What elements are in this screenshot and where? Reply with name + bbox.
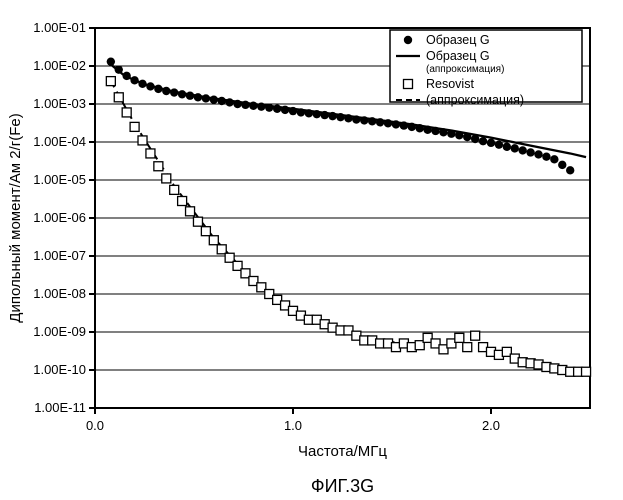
- svg-text:1.00E-11: 1.00E-11: [34, 400, 86, 415]
- svg-text:1.00E-01: 1.00E-01: [33, 20, 86, 35]
- svg-text:(аппроксимация): (аппроксимация): [426, 64, 504, 75]
- svg-text:1.00E-02: 1.00E-02: [33, 58, 86, 73]
- svg-text:2.0: 2.0: [482, 418, 500, 433]
- svg-text:0.0: 0.0: [86, 418, 104, 433]
- svg-text:1.00E-04: 1.00E-04: [33, 134, 86, 149]
- svg-text:Частота/МГц: Частота/МГц: [298, 443, 387, 460]
- svg-text:Resovist: Resovist: [426, 77, 474, 91]
- svg-text:1.0: 1.0: [284, 418, 302, 433]
- svg-text:ФИГ.3G: ФИГ.3G: [311, 476, 374, 496]
- svg-text:(аппроксимация): (аппроксимация): [426, 93, 524, 107]
- chart: 1.00E-11 1.00E-10 1.00E-09 1.00E-08 1.00E-07…: [0, 0, 623, 500]
- svg-text:1.00E-08: 1.00E-08: [33, 286, 86, 301]
- svg-text:1.00E-03: 1.00E-03: [33, 96, 86, 111]
- svg-text:Дипольный момент/Ам 2/г(Fe): Дипольный момент/Ам 2/г(Fe): [7, 113, 24, 322]
- svg-text:1.00E-07: 1.00E-07: [33, 248, 86, 263]
- svg-text:1.00E-10: 1.00E-10: [33, 362, 86, 377]
- svg-text:1.00E-05: 1.00E-05: [33, 172, 86, 187]
- svg-text:1.00E-09: 1.00E-09: [33, 324, 86, 339]
- svg-text:Образец G: Образец G: [426, 33, 490, 47]
- svg-text:Образец G: Образец G: [426, 49, 490, 63]
- svg-text:1.00E-06: 1.00E-06: [33, 210, 86, 225]
